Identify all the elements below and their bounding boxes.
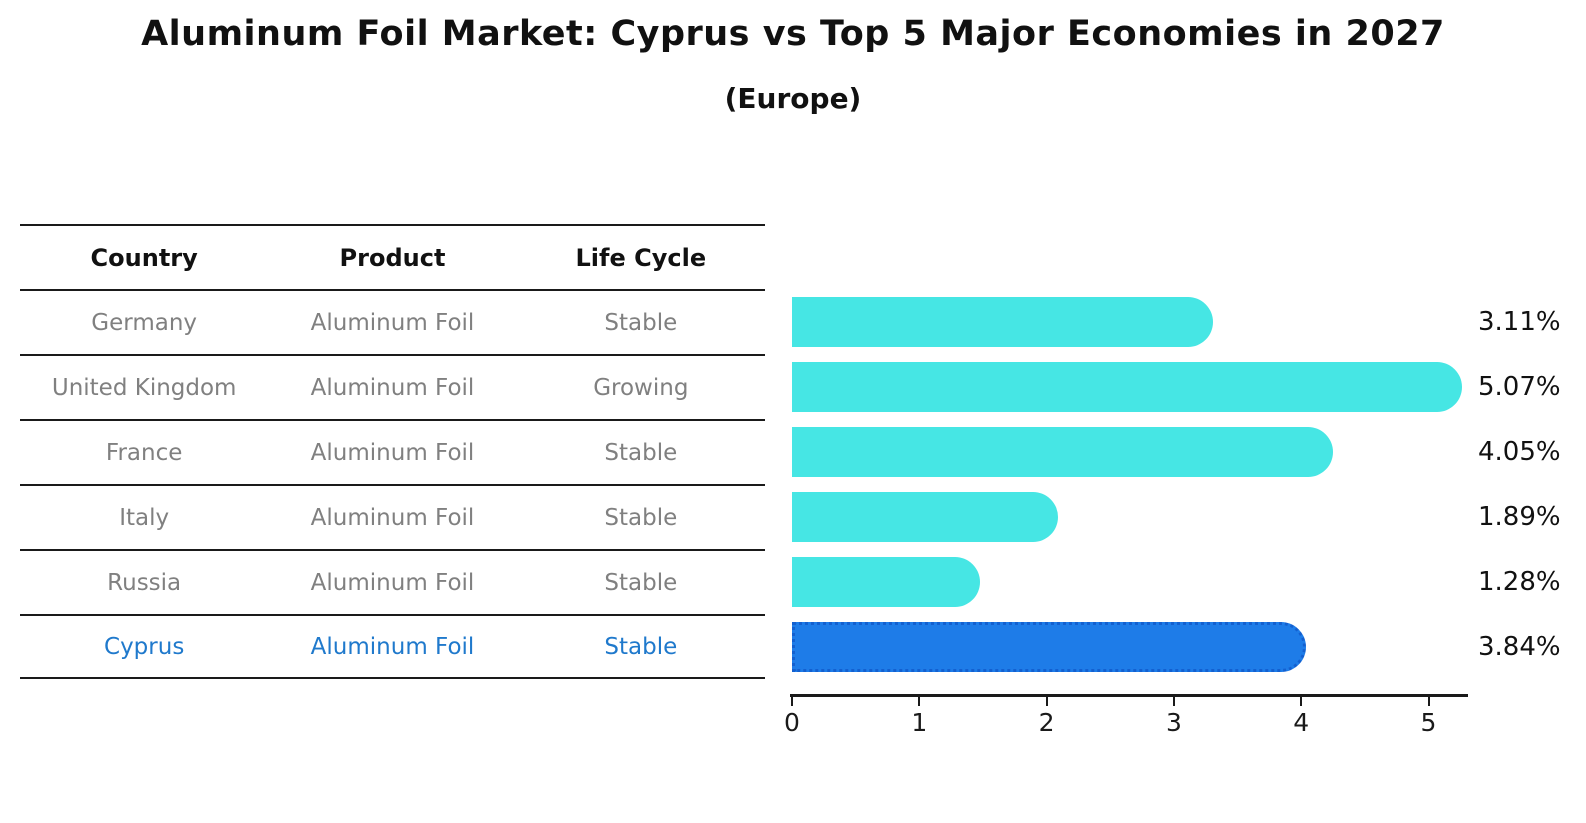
x-axis-tick <box>1172 697 1175 706</box>
cell-country: Russia <box>107 569 182 596</box>
cell-country: France <box>105 439 183 466</box>
bar-row <box>792 484 1512 549</box>
x-axis-tick-label: 3 <box>1165 708 1182 737</box>
table-row: France Aluminum Foil Stable <box>20 419 765 484</box>
table-row: Germany Aluminum Foil Stable <box>20 289 765 354</box>
bar-russia <box>792 556 980 607</box>
value-label: 5.07% <box>1478 371 1561 402</box>
bar-cyprus <box>792 621 1306 672</box>
bar-row <box>792 419 1512 484</box>
value-label: 4.05% <box>1478 436 1561 467</box>
cell-country: United Kingdom <box>51 374 237 401</box>
cell-product: Aluminum Foil <box>310 439 475 466</box>
x-axis-tick <box>918 697 921 706</box>
bar-germany <box>792 296 1213 347</box>
x-axis-tick <box>791 697 793 706</box>
page-subtitle: (Europe) <box>724 82 862 115</box>
table-row: Cyprus Aluminum Foil Stable <box>20 614 765 679</box>
cell-lifecycle: Stable <box>604 504 678 531</box>
data-table: Country Product Life Cycle Germany Alumi… <box>20 224 765 679</box>
cell-product: Aluminum Foil <box>310 309 475 336</box>
cell-lifecycle: Stable <box>604 633 678 660</box>
value-label: 1.28% <box>1478 566 1561 597</box>
x-axis-tick-label: 0 <box>784 708 800 737</box>
x-axis-tick-label: 4 <box>1293 708 1310 737</box>
cell-product: Aluminum Foil <box>310 633 475 660</box>
value-label: 1.89% <box>1478 501 1561 532</box>
x-axis-tick-label: 5 <box>1420 708 1437 737</box>
cell-country: Germany <box>91 309 198 336</box>
table-row: Italy Aluminum Foil Stable <box>20 484 765 549</box>
x-axis-tick-label: 1 <box>911 708 928 737</box>
x-axis: 0 1 2 3 4 5 <box>784 697 1470 742</box>
value-label: 3.84% <box>1478 631 1561 662</box>
table-row: United Kingdom Aluminum Foil Growing <box>20 354 765 419</box>
cell-lifecycle: Stable <box>604 309 678 336</box>
table-header-row: Country Product Life Cycle <box>20 224 765 289</box>
x-axis-tick <box>1427 697 1430 706</box>
page-title: Aluminum Foil Market: Cyprus vs Top 5 Ma… <box>141 14 1445 54</box>
value-labels: 3.11% 5.07% 4.05% 1.89% 1.28% 3.84% <box>1478 289 1586 679</box>
bar-italy <box>792 491 1058 542</box>
header-country: Country <box>90 243 198 272</box>
x-axis-tick <box>1300 697 1303 706</box>
cell-lifecycle: Stable <box>604 569 678 596</box>
cell-country: Italy <box>119 504 170 531</box>
header-lifecycle: Life Cycle <box>575 243 707 272</box>
cell-lifecycle: Stable <box>604 439 678 466</box>
cell-country: Cyprus <box>104 633 185 660</box>
x-axis-line <box>790 694 1468 697</box>
bar-chart <box>792 289 1512 679</box>
bar-row <box>792 289 1512 354</box>
header-product: Product <box>339 243 446 272</box>
value-label: 3.11% <box>1478 306 1561 337</box>
bar-row <box>792 549 1512 614</box>
x-axis-tick-label: 2 <box>1038 708 1055 737</box>
cell-product: Aluminum Foil <box>310 374 475 401</box>
table-row: Russia Aluminum Foil Stable <box>20 549 765 614</box>
bar-row <box>792 354 1512 419</box>
cell-product: Aluminum Foil <box>310 504 475 531</box>
bar-france <box>792 426 1333 477</box>
cell-product: Aluminum Foil <box>310 569 475 596</box>
bar-row <box>792 614 1512 679</box>
x-axis-tick <box>1045 697 1048 706</box>
cell-lifecycle: Growing <box>593 374 689 401</box>
bar-united-kingdom <box>792 361 1463 412</box>
